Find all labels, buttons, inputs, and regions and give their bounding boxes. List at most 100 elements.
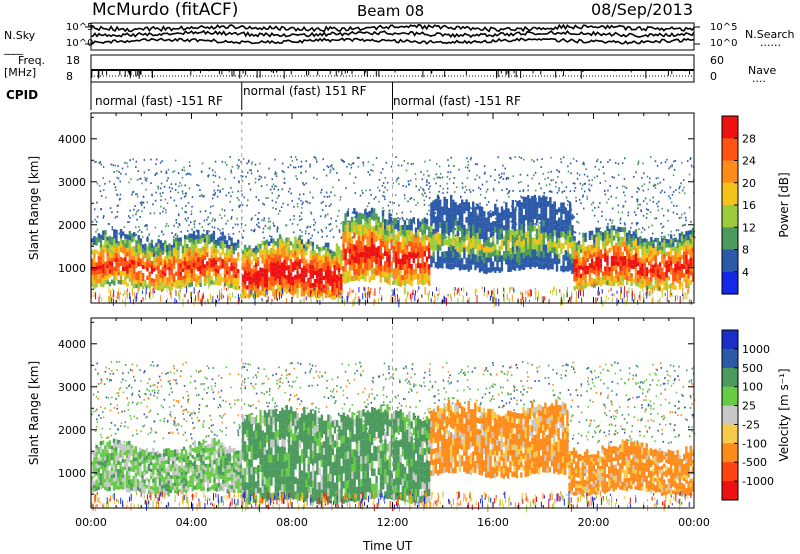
echo-cell: [648, 253, 651, 258]
echo-cell: [566, 241, 570, 247]
echo-cell: [419, 252, 422, 258]
echo-cell: [130, 277, 134, 282]
scatter-cell: [500, 172, 503, 175]
echo-cell: [110, 245, 114, 250]
echo-cell: [276, 283, 280, 288]
echo-cell: [124, 266, 127, 271]
echo-cell: [401, 229, 404, 235]
scatter-cell: [438, 165, 441, 168]
echo-cell: [584, 232, 587, 238]
scatter-cell: [669, 197, 672, 200]
echo-cell: [212, 230, 216, 236]
scatter-cell: [336, 172, 338, 174]
echo-cell: [322, 258, 325, 263]
scatter-cell: [197, 184, 200, 187]
echo-cell: [348, 237, 352, 243]
echo-cell: [375, 213, 378, 220]
echo-cell: [617, 251, 620, 257]
echo-cell: [152, 279, 156, 283]
speckle-cell: [145, 286, 147, 295]
scatter-cell: [212, 197, 214, 200]
scatter-cell: [552, 179, 554, 181]
scatter-cell: [231, 165, 234, 168]
scatter-cell: [428, 204, 430, 207]
scatter-cell: [296, 205, 299, 208]
echo-cell: [327, 256, 330, 261]
speckle-cell: [651, 298, 653, 304]
echo-cell: [320, 280, 323, 285]
echo-cell: [626, 241, 629, 246]
echo-cell: [97, 251, 100, 256]
echo-cell: [518, 205, 521, 212]
echo-cell: [599, 267, 603, 273]
echo-cell: [203, 255, 207, 260]
echo-cell: [377, 216, 380, 223]
speckle-cell: [231, 292, 233, 298]
echo-cell: [582, 233, 585, 238]
scatter-cell: [139, 216, 141, 218]
echo-cell: [241, 286, 245, 291]
scatter-cell: [188, 187, 191, 190]
echo-cell: [144, 279, 147, 284]
echo-cell: [612, 245, 616, 251]
speckle-cell: [174, 298, 176, 304]
echo-cell: [401, 265, 404, 270]
echo-cell: [232, 258, 235, 262]
echo-cell: [95, 274, 98, 280]
scatter-cell: [679, 185, 681, 188]
echo-cell: [305, 285, 308, 291]
scatter-cell: [275, 201, 277, 204]
scatter-cell: [317, 231, 319, 234]
echo-cell: [300, 244, 304, 249]
echo-cell: [206, 243, 209, 248]
speckle-cell: [623, 292, 625, 298]
scatter-cell: [615, 196, 617, 199]
echo-cell: [542, 201, 545, 208]
echo-cell: [527, 261, 530, 268]
echo-cell: [331, 291, 334, 296]
echo-cell: [379, 222, 382, 228]
echo-cell: [452, 234, 455, 241]
y-tick-label: 4000: [58, 133, 86, 146]
echo-cell: [441, 240, 444, 246]
echo-cell: [370, 243, 374, 250]
echo-cell: [483, 252, 486, 258]
echo-cell: [219, 256, 222, 261]
echo-cell: [289, 285, 293, 291]
echo-cell: [623, 255, 627, 261]
echo-cell: [687, 230, 690, 236]
scatter-cell: [591, 209, 594, 212]
echo-cell: [320, 255, 323, 260]
echo-cell: [259, 244, 262, 249]
echo-cell: [219, 240, 222, 245]
scatter-cell: [476, 163, 479, 166]
echo-cell: [630, 264, 633, 269]
echo-cell: [520, 207, 523, 214]
echo-cell: [535, 217, 539, 224]
echo-cell: [370, 207, 374, 214]
echo-cell: [478, 261, 482, 267]
scatter-cell: [520, 195, 522, 198]
echo-cell: [172, 243, 176, 248]
echo-cell: [410, 264, 413, 270]
echo-cell: [355, 274, 358, 281]
scatter-cell: [343, 160, 345, 163]
echo-cell: [126, 239, 129, 244]
echo-cell: [507, 250, 510, 257]
echo-cell: [333, 260, 336, 265]
echo-cell: [474, 264, 477, 271]
speckle-cell: [682, 293, 684, 301]
scatter-cell: [426, 184, 428, 186]
speckle-cell: [265, 289, 267, 295]
echo-cell: [270, 257, 273, 263]
speckle-cell: [669, 290, 671, 298]
echo-cell: [316, 261, 319, 266]
echo-cell: [192, 258, 196, 263]
echo-cell: [628, 239, 631, 245]
echo-cell: [102, 249, 105, 255]
echo-cell: [327, 283, 330, 289]
scatter-cell: [675, 205, 678, 207]
echo-cell: [544, 256, 548, 263]
scatter-cell: [410, 197, 413, 199]
echo-cell: [595, 246, 598, 252]
